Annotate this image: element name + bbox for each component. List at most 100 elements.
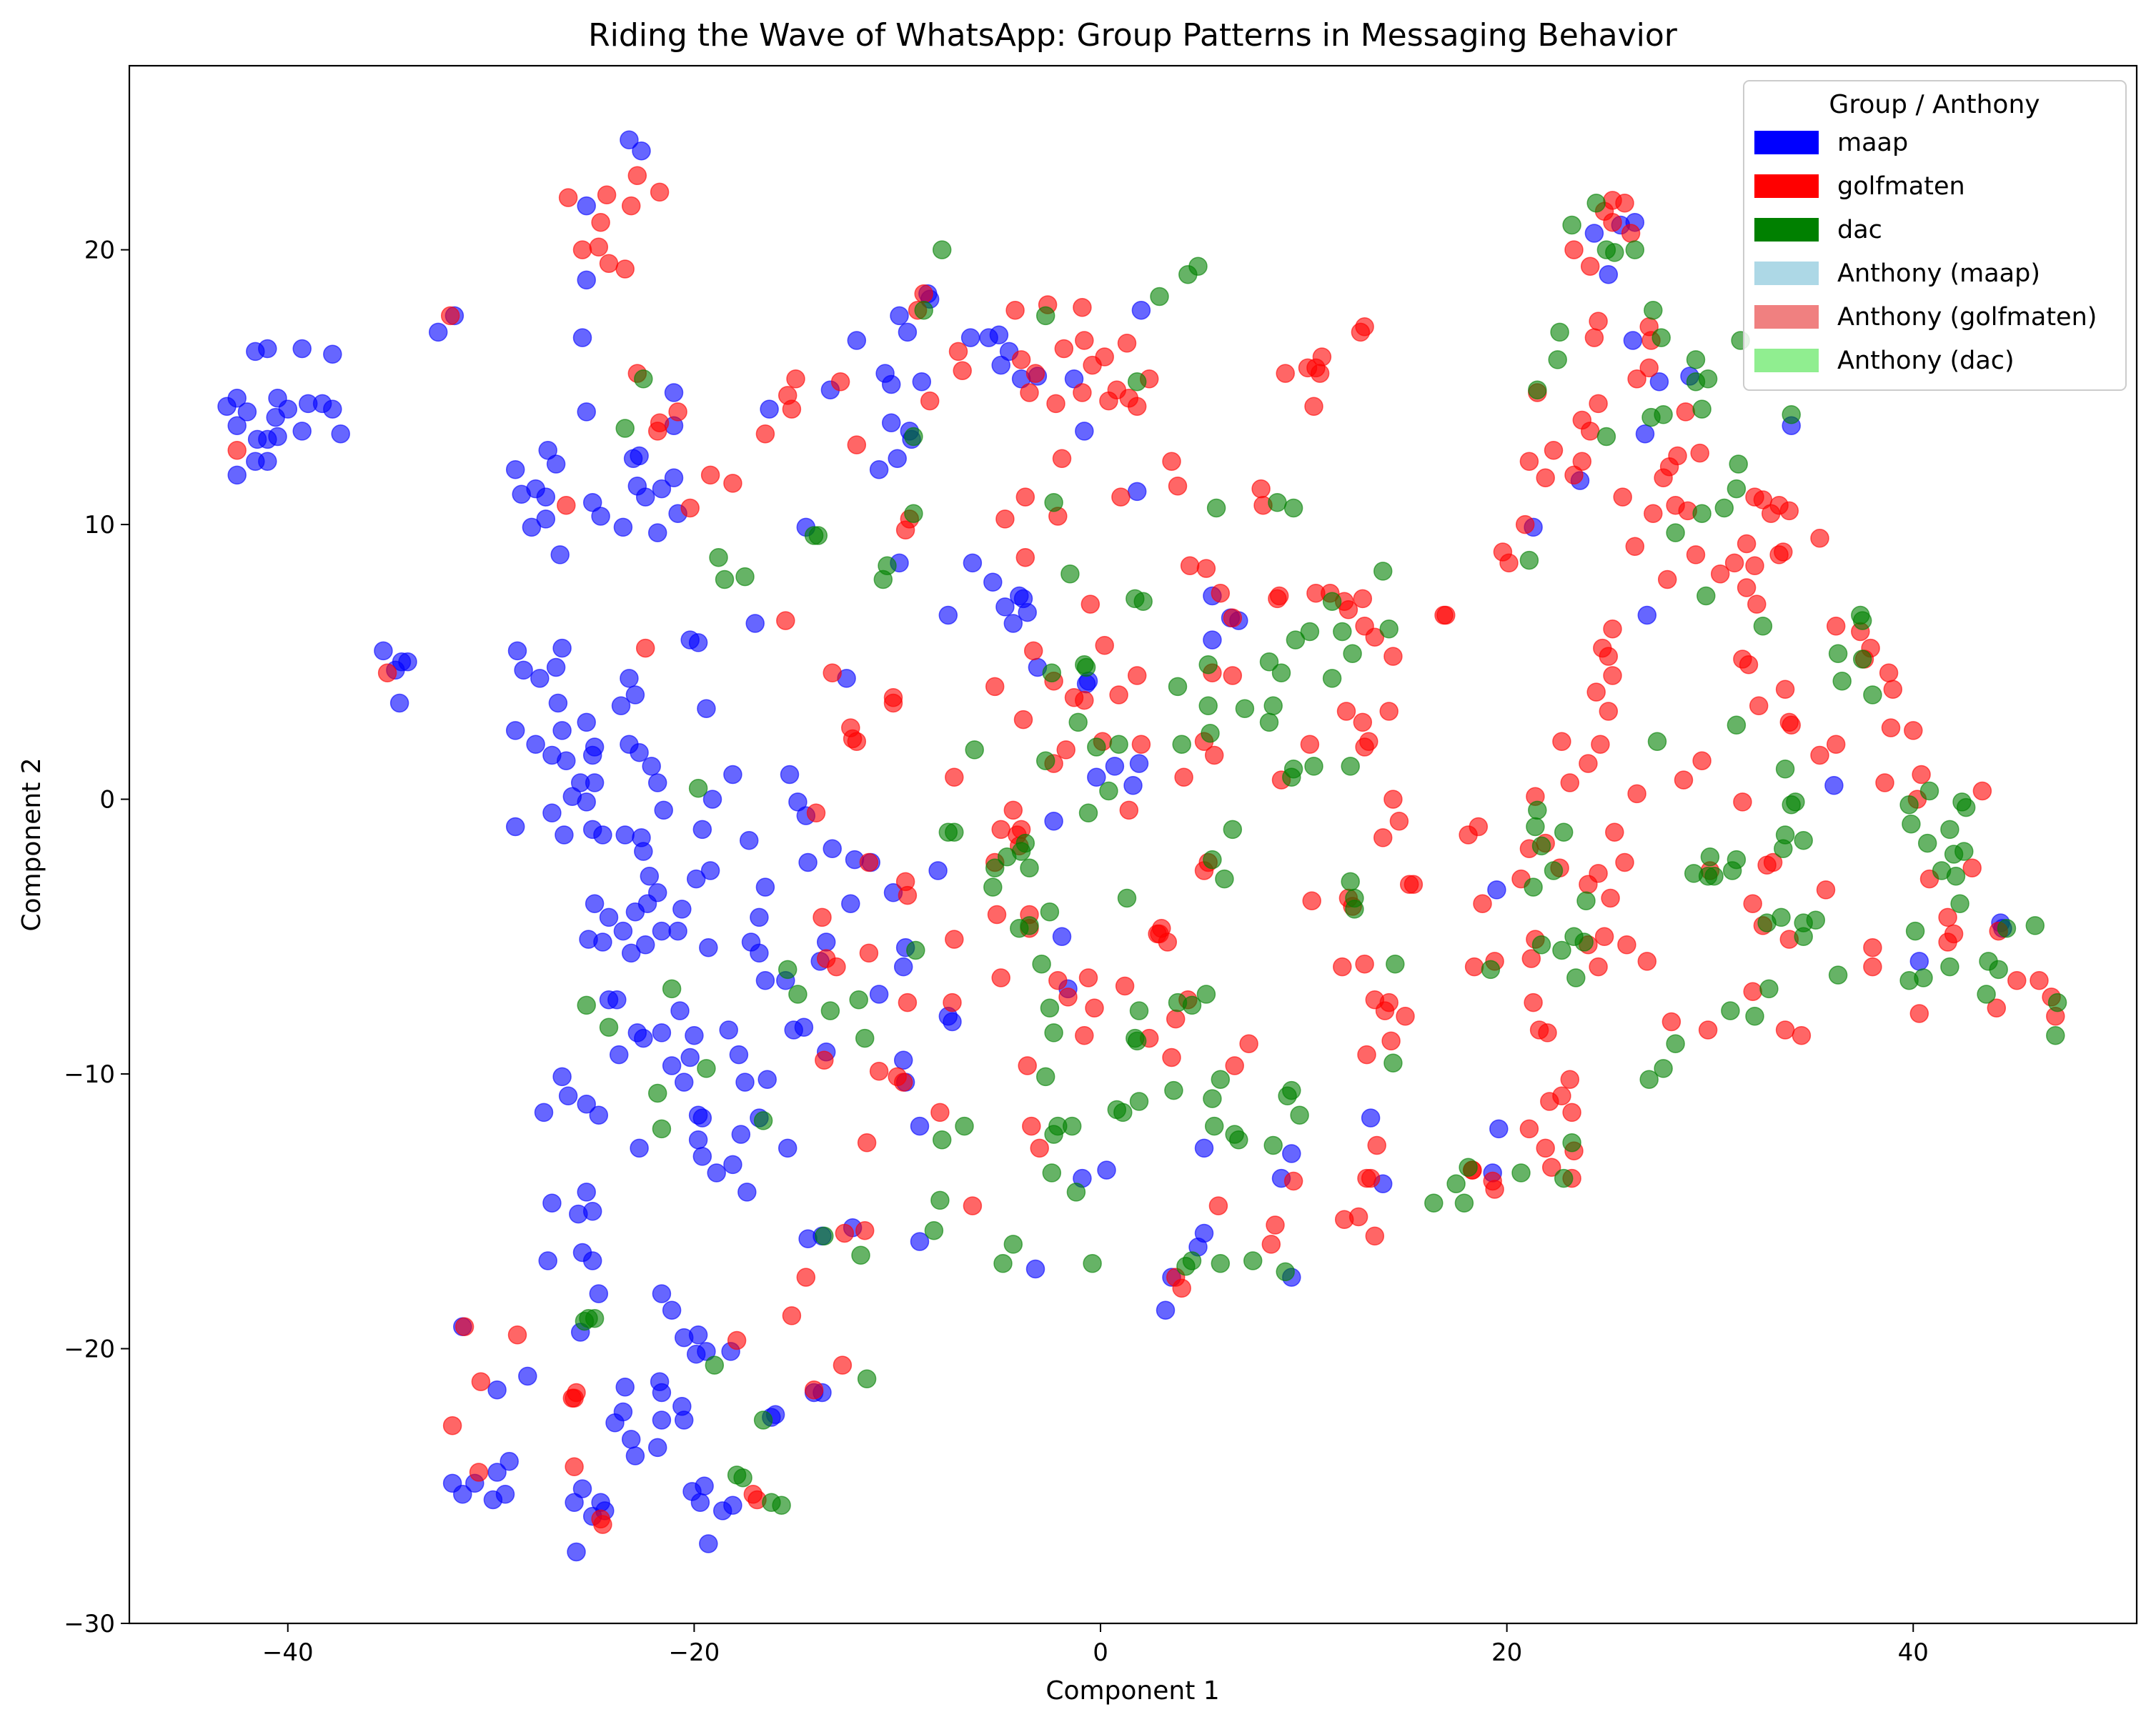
- point-maap-36: [522, 517, 542, 537]
- point-golfmaten-318: [1737, 578, 1757, 597]
- point-maap-85: [692, 820, 712, 840]
- point-maap-227: [798, 1229, 818, 1248]
- y-axis-label: Component 2: [17, 757, 46, 931]
- point-dac-31: [993, 1254, 1013, 1273]
- point-dac-208: [1956, 797, 1976, 817]
- point-dac-21: [1040, 902, 1060, 922]
- point-dac-122: [1182, 1251, 1202, 1270]
- point-maap-88: [739, 830, 759, 850]
- point-maap-110: [579, 930, 598, 949]
- point-golfmaten-73: [930, 1103, 950, 1123]
- point-golfmaten-253: [1615, 852, 1634, 872]
- point-golfmaten-317: [1747, 594, 1767, 614]
- point-dac-60: [599, 1017, 619, 1037]
- point-golfmaten-361: [1863, 937, 1882, 957]
- point-dac-193: [1899, 795, 1919, 815]
- point-golfmaten-348: [2030, 971, 2049, 990]
- point-dac-112: [1168, 992, 1188, 1012]
- point-dac-141: [1386, 954, 1405, 974]
- point-maap-158: [538, 1251, 557, 1270]
- point-golfmaten-81: [1075, 1025, 1094, 1045]
- point-dac-55: [697, 1059, 716, 1078]
- point-dac-80: [1133, 592, 1153, 611]
- point-maap-154: [577, 1095, 596, 1114]
- point-maap-17: [227, 465, 247, 485]
- point-maap-77: [642, 757, 661, 776]
- point-golfmaten-87: [727, 1330, 747, 1350]
- point-golfmaten-93: [454, 1317, 475, 1337]
- point-dac-92: [1198, 655, 1218, 675]
- point-dac-69: [1044, 493, 1063, 512]
- point-maap-173: [695, 1476, 714, 1496]
- point-maap-126: [670, 1001, 690, 1020]
- point-maap-189: [518, 1366, 537, 1386]
- legend-label-2: dac: [1837, 216, 1882, 244]
- point-maap-241: [912, 372, 932, 392]
- point-maap-117: [634, 842, 653, 861]
- point-dac-129: [1223, 820, 1243, 840]
- point-dac-72: [1068, 712, 1088, 732]
- point-golfmaten-251: [1589, 864, 1608, 883]
- point-golfmaten-172: [1353, 712, 1373, 732]
- point-golfmaten-180: [1174, 767, 1193, 787]
- point-maap-35: [546, 454, 566, 474]
- point-maap-138: [692, 1147, 712, 1166]
- point-maap-4: [258, 339, 277, 359]
- point-golfmaten-104: [1005, 300, 1025, 320]
- point-maap-28: [572, 328, 592, 347]
- point-golfmaten-35: [823, 663, 842, 682]
- point-golfmaten-125: [1168, 477, 1188, 496]
- point-golfmaten-277: [1621, 224, 1641, 243]
- point-dac-164: [1654, 1059, 1673, 1078]
- point-dac-91: [1201, 724, 1220, 743]
- point-maap-103: [652, 921, 672, 941]
- point-maap-21: [266, 407, 285, 427]
- point-golfmaten-192: [1333, 957, 1352, 977]
- point-maap-129: [719, 1020, 738, 1040]
- point-maap-127: [680, 1047, 700, 1067]
- point-maap-150: [589, 1284, 609, 1303]
- point-golfmaten-363: [1875, 773, 1894, 792]
- point-maap-41: [613, 517, 633, 537]
- point-maap-149: [582, 1251, 602, 1270]
- point-dac-33: [1083, 1254, 1102, 1273]
- point-maap-67: [557, 751, 576, 770]
- point-dac-132: [1263, 1135, 1283, 1155]
- point-dac-144: [1446, 1174, 1466, 1194]
- point-golfmaten-72: [898, 992, 918, 1012]
- point-dac-216: [1697, 586, 1716, 606]
- point-golfmaten-16: [557, 495, 576, 515]
- point-golfmaten-8: [615, 259, 635, 279]
- point-golfmaten-71: [893, 1072, 913, 1092]
- point-maap-134: [731, 1125, 751, 1144]
- point-golfmaten-342: [1944, 924, 1964, 944]
- point-maap-50: [664, 383, 684, 402]
- point-golfmaten-302: [1603, 666, 1622, 685]
- point-dac-195: [1905, 921, 1925, 941]
- point-golfmaten-276: [1615, 193, 1634, 213]
- point-dac-50: [753, 1410, 773, 1430]
- point-golfmaten-106: [1020, 383, 1039, 402]
- point-dac-120: [1164, 1080, 1183, 1100]
- point-golfmaten-168: [1365, 627, 1385, 647]
- point-maap-66: [552, 721, 572, 740]
- point-maap-283: [1105, 757, 1125, 776]
- point-golfmaten-111: [1054, 339, 1074, 359]
- point-golfmaten-56: [1058, 987, 1078, 1007]
- point-dac-114: [1129, 1001, 1149, 1020]
- point-dac-207: [1940, 957, 1959, 977]
- point-dac-240: [1692, 399, 1712, 419]
- point-maap-172: [690, 1493, 710, 1513]
- point-maap-106: [699, 937, 718, 957]
- point-golfmaten-84: [835, 1223, 855, 1243]
- point-dac-52: [772, 1495, 791, 1515]
- point-dac-191: [1863, 685, 1882, 705]
- point-dac-23: [1040, 998, 1060, 1018]
- point-dac-74: [1076, 657, 1096, 677]
- point-golfmaten-189: [1389, 812, 1409, 831]
- point-dac-28: [1042, 1163, 1062, 1183]
- point-dac-178: [1772, 907, 1791, 927]
- point-maap-83: [702, 790, 722, 809]
- point-golfmaten-63: [1119, 800, 1139, 820]
